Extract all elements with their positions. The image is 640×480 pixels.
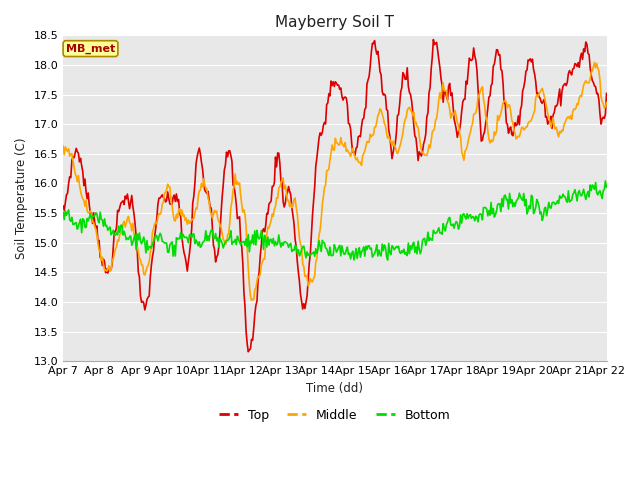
Top	[429, 36, 437, 42]
Middle	[592, 65, 600, 71]
Y-axis label: Soil Temperature (C): Soil Temperature (C)	[15, 137, 28, 259]
Middle	[384, 135, 392, 141]
Middle	[319, 202, 326, 207]
Bottom	[603, 184, 611, 190]
Middle	[322, 182, 330, 188]
Bottom	[317, 249, 325, 254]
Middle	[60, 144, 67, 149]
Bottom	[384, 257, 392, 263]
Bottom	[383, 253, 390, 259]
Top	[244, 349, 252, 355]
Middle	[506, 102, 513, 108]
Top	[322, 121, 330, 127]
Title: Mayberry Soil T: Mayberry Soil T	[275, 15, 394, 30]
Top	[60, 203, 67, 209]
Bottom	[506, 191, 513, 196]
Top	[592, 84, 600, 90]
Bottom	[591, 186, 598, 192]
Middle	[603, 100, 611, 106]
Top	[603, 91, 611, 96]
Middle	[248, 298, 255, 303]
Top	[319, 130, 326, 135]
Line: Bottom: Bottom	[63, 181, 607, 260]
Top	[384, 108, 392, 113]
Middle	[355, 159, 362, 165]
Legend: Top, Middle, Bottom: Top, Middle, Bottom	[214, 404, 456, 427]
Text: MB_met: MB_met	[66, 44, 115, 54]
Bottom	[60, 209, 67, 215]
Line: Middle: Middle	[63, 62, 607, 300]
Middle	[591, 60, 598, 65]
Bottom	[321, 240, 328, 246]
Top	[507, 124, 515, 130]
Bottom	[602, 178, 609, 184]
Bottom	[353, 255, 361, 261]
Line: Top: Top	[63, 39, 607, 352]
X-axis label: Time (dd): Time (dd)	[307, 382, 364, 395]
Top	[355, 134, 362, 140]
